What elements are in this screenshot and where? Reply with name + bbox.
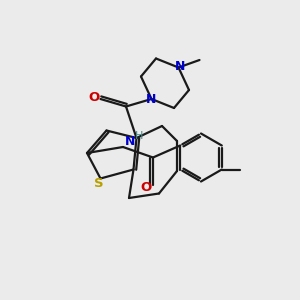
Text: S: S: [94, 177, 104, 190]
Text: O: O: [88, 91, 100, 104]
Text: N: N: [146, 93, 157, 106]
Text: N: N: [175, 59, 185, 73]
Text: N: N: [124, 135, 135, 148]
Text: H: H: [135, 130, 144, 141]
Text: O: O: [141, 181, 152, 194]
